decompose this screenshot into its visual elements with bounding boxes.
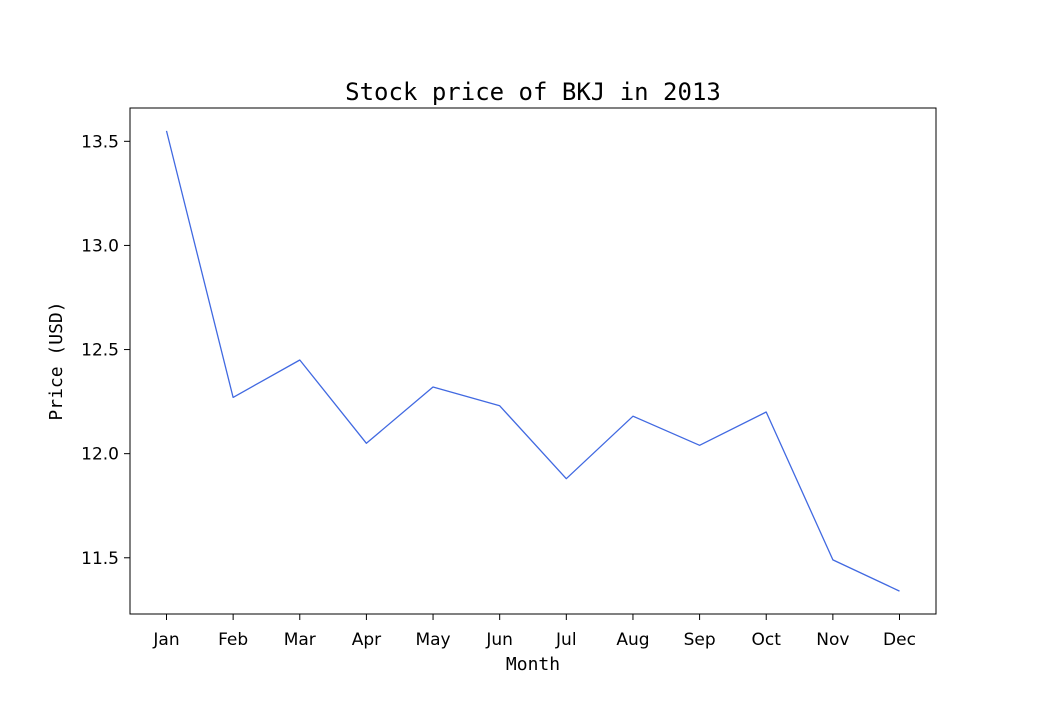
x-tick-label: Jun <box>485 630 513 650</box>
x-tick-label: Apr <box>352 630 381 650</box>
x-tick-label: Sep <box>684 630 716 650</box>
y-tick-label: 12.5 <box>81 341 119 361</box>
x-tick-label: Feb <box>218 630 248 650</box>
y-tick-label: 13.0 <box>81 236 119 256</box>
chart-title: Stock price of BKJ in 2013 <box>345 78 721 106</box>
x-tick-label: Nov <box>816 630 849 650</box>
y-tick-label: 13.5 <box>81 132 119 152</box>
plot-area-frame <box>129 107 937 615</box>
x-tick-label: Aug <box>616 630 649 650</box>
y-tick-label: 12.0 <box>81 445 119 465</box>
x-tick-label: Mar <box>284 630 316 650</box>
x-tick-label: Jan <box>152 630 179 650</box>
y-axis: 11.5 12.0 12.5 13.0 13.5 <box>81 132 130 569</box>
price-series-line <box>165 130 900 592</box>
x-tick-label: Jul <box>555 630 577 650</box>
x-axis: Jan Feb Mar Apr May Jun Jul Aug Sep Oct Nov Dec <box>152 614 916 650</box>
y-axis-label: Price (USD) <box>46 301 67 420</box>
y-tick-label: 11.5 <box>81 549 119 569</box>
x-tick-label: Oct <box>752 630 782 650</box>
x-tick-label: Dec <box>883 630 916 650</box>
x-tick-label: May <box>415 630 450 650</box>
x-axis-label: Month <box>506 654 560 675</box>
series-layer <box>165 130 900 592</box>
